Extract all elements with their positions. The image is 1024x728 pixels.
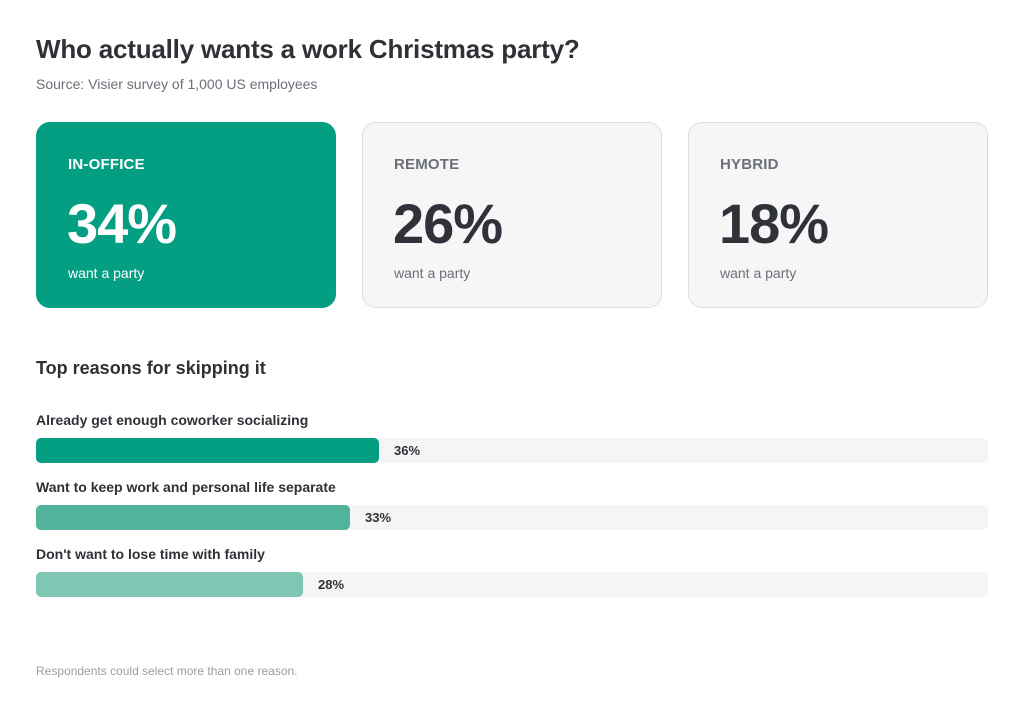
chart-page: Who actually wants a work Christmas part…	[36, 0, 988, 728]
stat-card-caption: want a party	[68, 265, 145, 281]
stat-card-caption: want a party	[720, 265, 797, 281]
reason-bar-fill	[36, 572, 303, 597]
stat-card-label: HYBRID	[720, 156, 779, 173]
stat-card-value: 34%	[67, 192, 177, 255]
reason-bar-label: Want to keep work and personal life sepa…	[36, 479, 336, 495]
stat-card-remote: REMOTE 26% want a party	[362, 122, 662, 308]
reason-bar-value-label: 33%	[365, 510, 392, 525]
reason-bar-value-label: 36%	[394, 443, 421, 458]
stat-card-in-office: IN-OFFICE 34% want a party	[36, 122, 336, 308]
reason-bar-fill	[36, 438, 379, 463]
stat-cards: IN-OFFICE 34% want a party REMOTE 26% wa…	[36, 122, 988, 308]
reason-bar-row: Want to keep work and personal life sepa…	[36, 479, 988, 531]
page-title: Who actually wants a work Christmas part…	[36, 34, 580, 64]
source-note: Source: Visier survey of 1,000 US employ…	[36, 76, 318, 92]
reason-bar-track	[36, 505, 988, 530]
reason-bar-track	[36, 572, 988, 597]
stat-card-label: IN-OFFICE	[68, 156, 145, 173]
reason-bar-label: Already get enough coworker socializing	[36, 412, 309, 428]
reason-bar-row: Don't want to lose time with family 28%	[36, 546, 988, 598]
reason-bar-label: Don't want to lose time with family	[36, 546, 265, 562]
reason-bar-fill	[36, 505, 350, 530]
reason-bar-row: Already get enough coworker socializing 3…	[36, 412, 988, 464]
stat-card-value: 26%	[393, 192, 503, 255]
reasons-title: Top reasons for skipping it	[36, 358, 266, 378]
footnote: Respondents could select more than one r…	[36, 664, 298, 678]
stat-card-label: REMOTE	[394, 156, 460, 173]
stat-card-caption: want a party	[394, 265, 471, 281]
reason-bar-value-label: 28%	[318, 577, 345, 592]
reason-bar-track	[36, 438, 988, 463]
stat-card-value: 18%	[719, 192, 829, 255]
stat-card-hybrid: HYBRID 18% want a party	[688, 122, 988, 308]
